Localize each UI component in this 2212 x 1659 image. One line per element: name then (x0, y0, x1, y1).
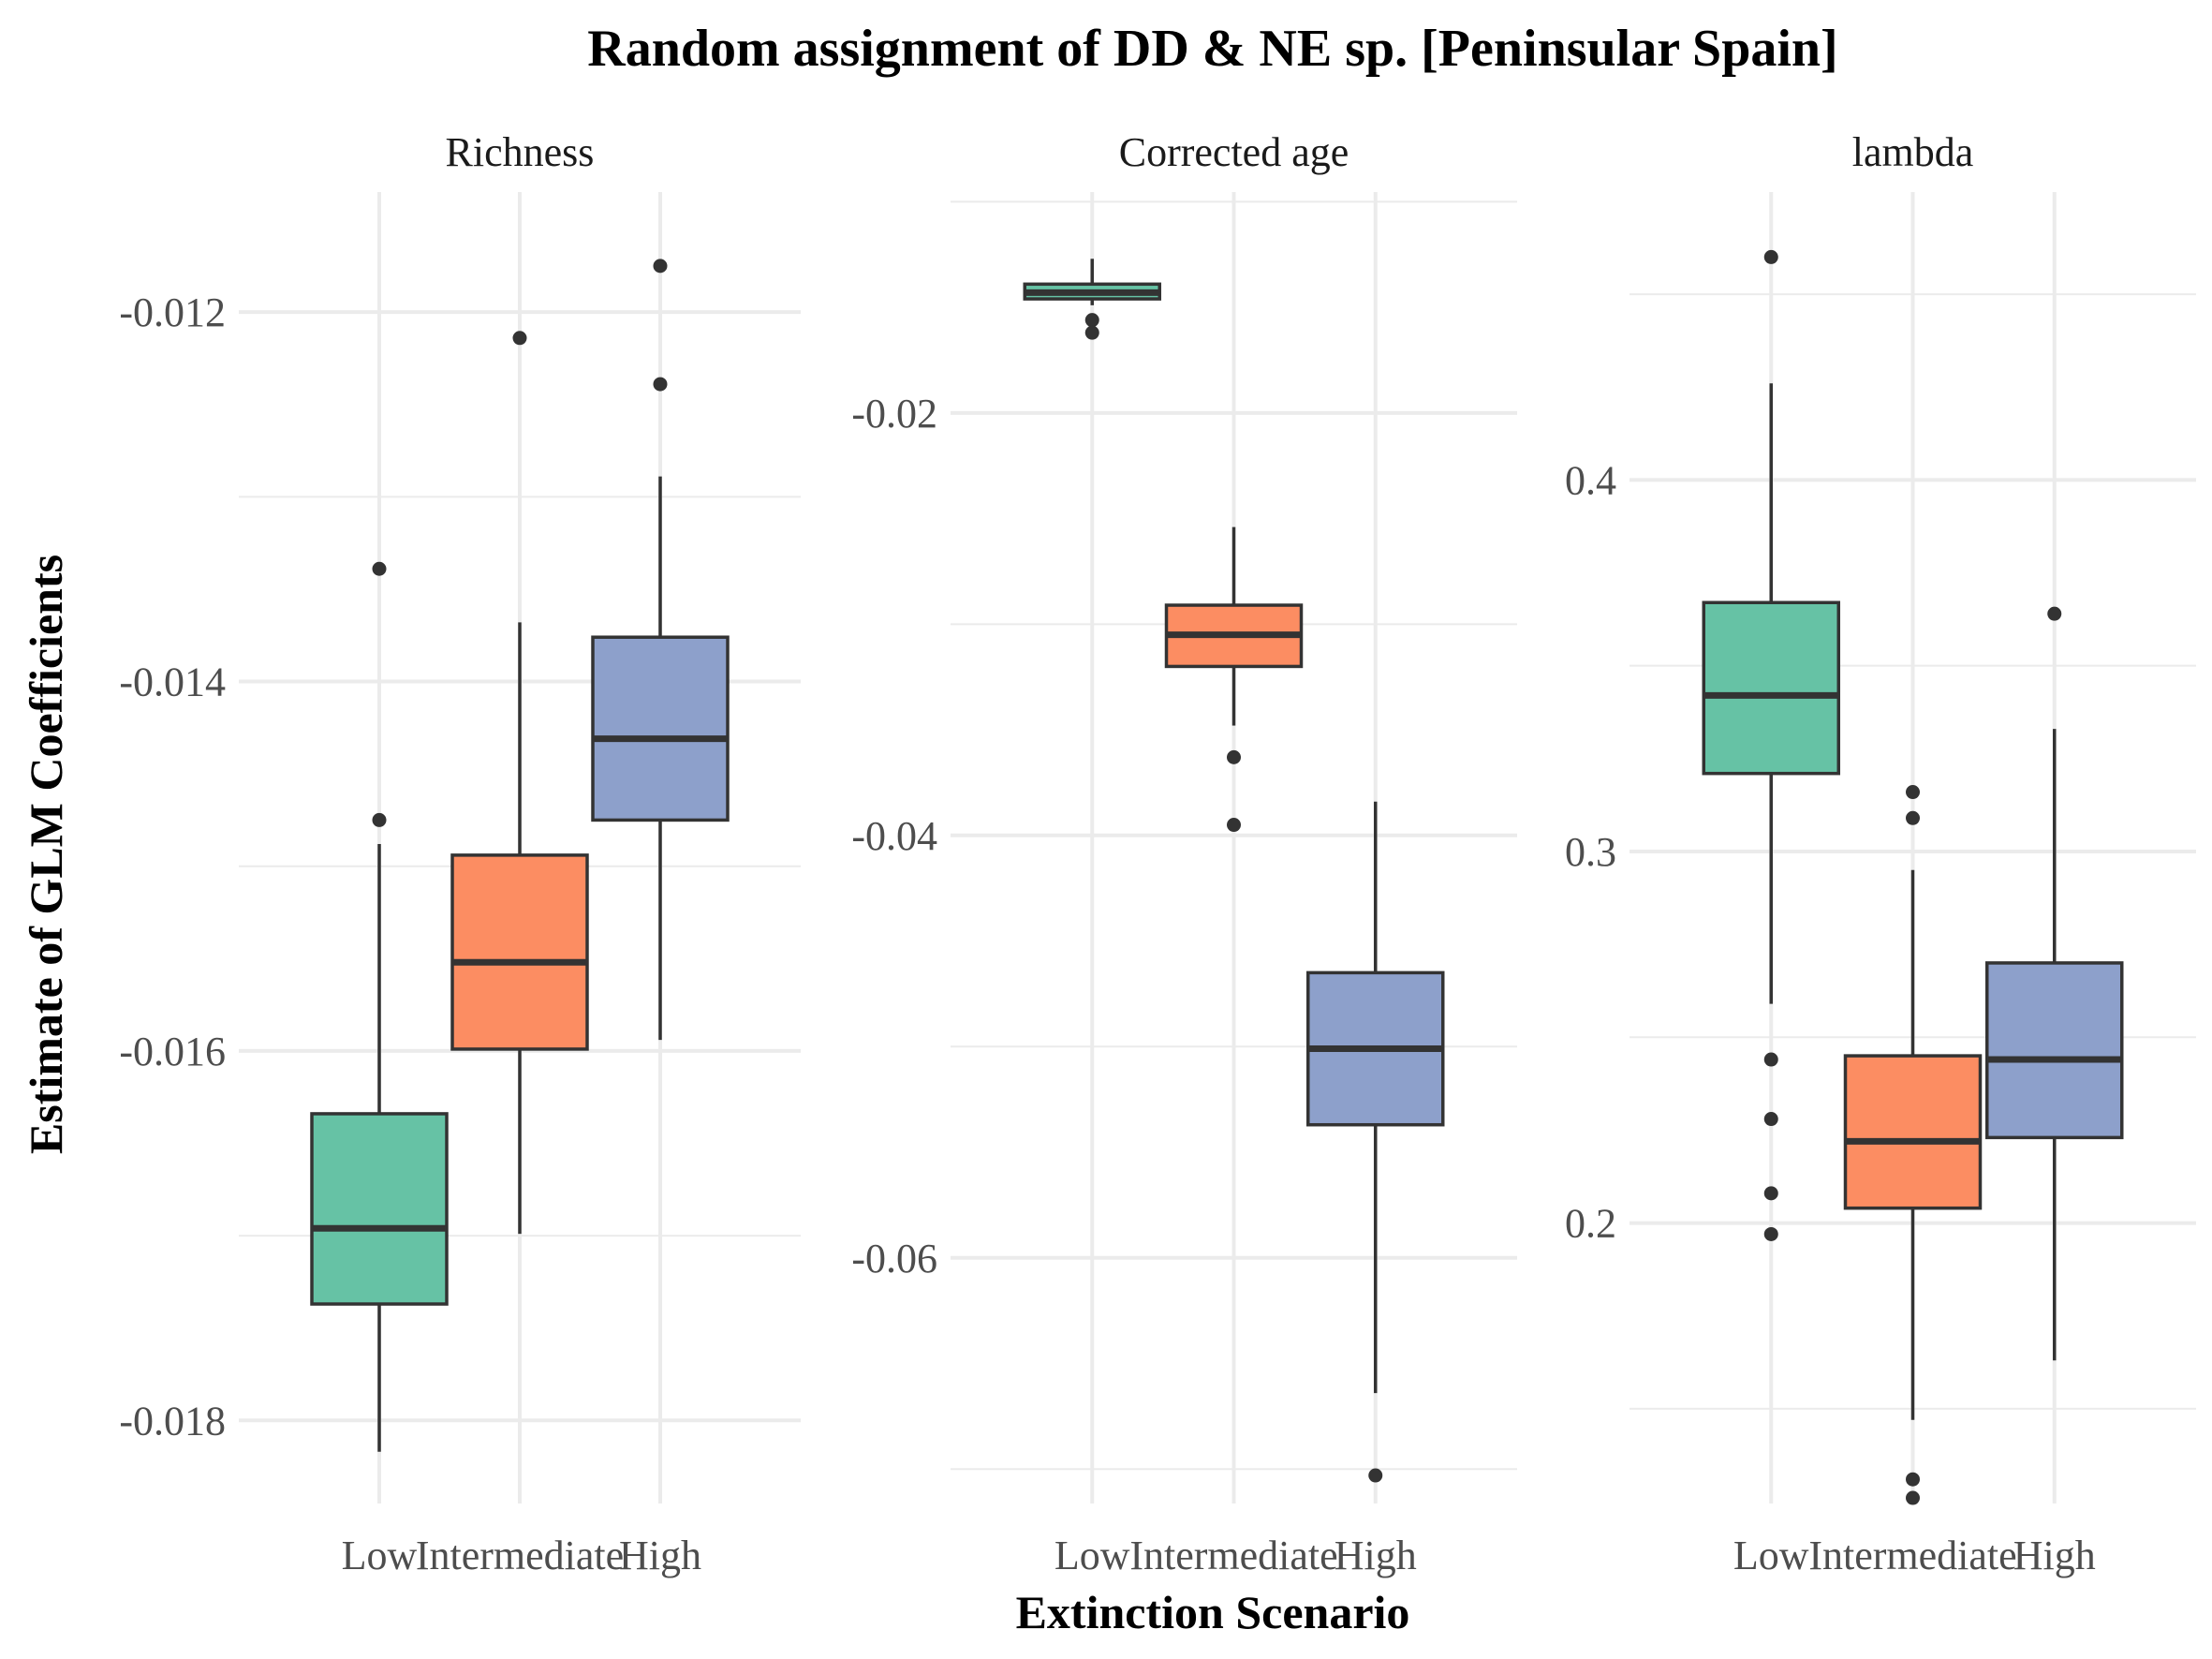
outlier-point (1227, 818, 1241, 833)
y-tick-label: -0.02 (851, 391, 937, 437)
outlier-point (512, 331, 527, 346)
outlier-point (1906, 1490, 1920, 1505)
iqr-box (450, 853, 589, 1051)
facet-label-corrected-age: Corrected age (1119, 129, 1349, 175)
box-low (1023, 259, 1161, 340)
y-tick-label: -0.014 (119, 659, 226, 705)
outlier-point (1763, 1186, 1778, 1201)
y-tick-label: -0.018 (119, 1398, 226, 1444)
outlier-point (1227, 749, 1241, 764)
panel-richness: -0.012 -0.014 -0.016 -0.018 Richness LowInter… (119, 129, 801, 1578)
x-tick-label: High (619, 1533, 701, 1578)
x-tick-label: Intermediate (1129, 1533, 1337, 1578)
outlier-point (2047, 606, 2062, 621)
x-tick-label: Low (1054, 1533, 1130, 1578)
outlier-point (1763, 1112, 1778, 1127)
iqr-box (1985, 961, 2124, 1140)
x-tick-label: High (1335, 1533, 1417, 1578)
box-high (591, 259, 730, 1041)
chart-title: Random assignment of DD & NE sp. [Penins… (587, 20, 1837, 78)
facet-label-richness: Richness (446, 129, 595, 175)
y-tick-label: -0.06 (851, 1236, 937, 1281)
x-tick-label: Intermediate (1808, 1533, 2016, 1578)
outlier-point (372, 561, 387, 576)
facet-label-lambda: lambda (1852, 129, 1974, 175)
iqr-box (1843, 1054, 1983, 1210)
box-intermediate (450, 331, 589, 1235)
box-intermediate (1843, 785, 1983, 1505)
outlier-point (1906, 785, 1920, 800)
box-intermediate (1164, 526, 1304, 833)
outlier-point (372, 812, 387, 827)
y-tick-label: -0.016 (119, 1029, 226, 1074)
box-low (310, 561, 449, 1452)
outlier-point (653, 377, 668, 392)
box-high (1985, 606, 2124, 1361)
y-tick-label: 0.2 (1565, 1201, 1616, 1247)
panel-corrected-age: -0.02 -0.04 -0.06 Corrected age Low Intermedi… (851, 129, 1517, 1578)
x-tick-label: High (2013, 1533, 2096, 1578)
outlier-point (1084, 325, 1099, 340)
outlier-point (1763, 249, 1778, 264)
y-tick-label: -0.012 (119, 289, 226, 335)
x-tick-label: Intermediate (416, 1533, 624, 1578)
y-tick-label: 0.4 (1565, 457, 1616, 503)
x-tick-label: Low (1733, 1533, 1809, 1578)
iqr-box (591, 635, 730, 822)
box-low (1702, 249, 1840, 1241)
y-tick-label: 0.3 (1565, 829, 1616, 875)
facet-panels: -0.012-0.014-0.016-0.018RichnessLowInter… (119, 129, 2196, 1578)
iqr-box (310, 1112, 449, 1306)
y-tick-label: -0.04 (851, 813, 937, 859)
box-high (1306, 801, 1445, 1483)
y-axis-title: Estimate of GLM Coefficients (20, 555, 72, 1154)
outlier-point (1763, 1052, 1778, 1067)
outlier-point (1084, 313, 1099, 328)
x-tick-label: Low (342, 1533, 418, 1578)
outlier-point (1368, 1468, 1383, 1483)
outlier-point (1906, 1472, 1920, 1487)
x-axis-title: Extinction Scenario (1016, 1586, 1410, 1638)
outlier-point (653, 259, 668, 274)
iqr-box (1702, 600, 1840, 776)
outlier-point (1906, 810, 1920, 825)
outlier-point (1763, 1226, 1778, 1241)
